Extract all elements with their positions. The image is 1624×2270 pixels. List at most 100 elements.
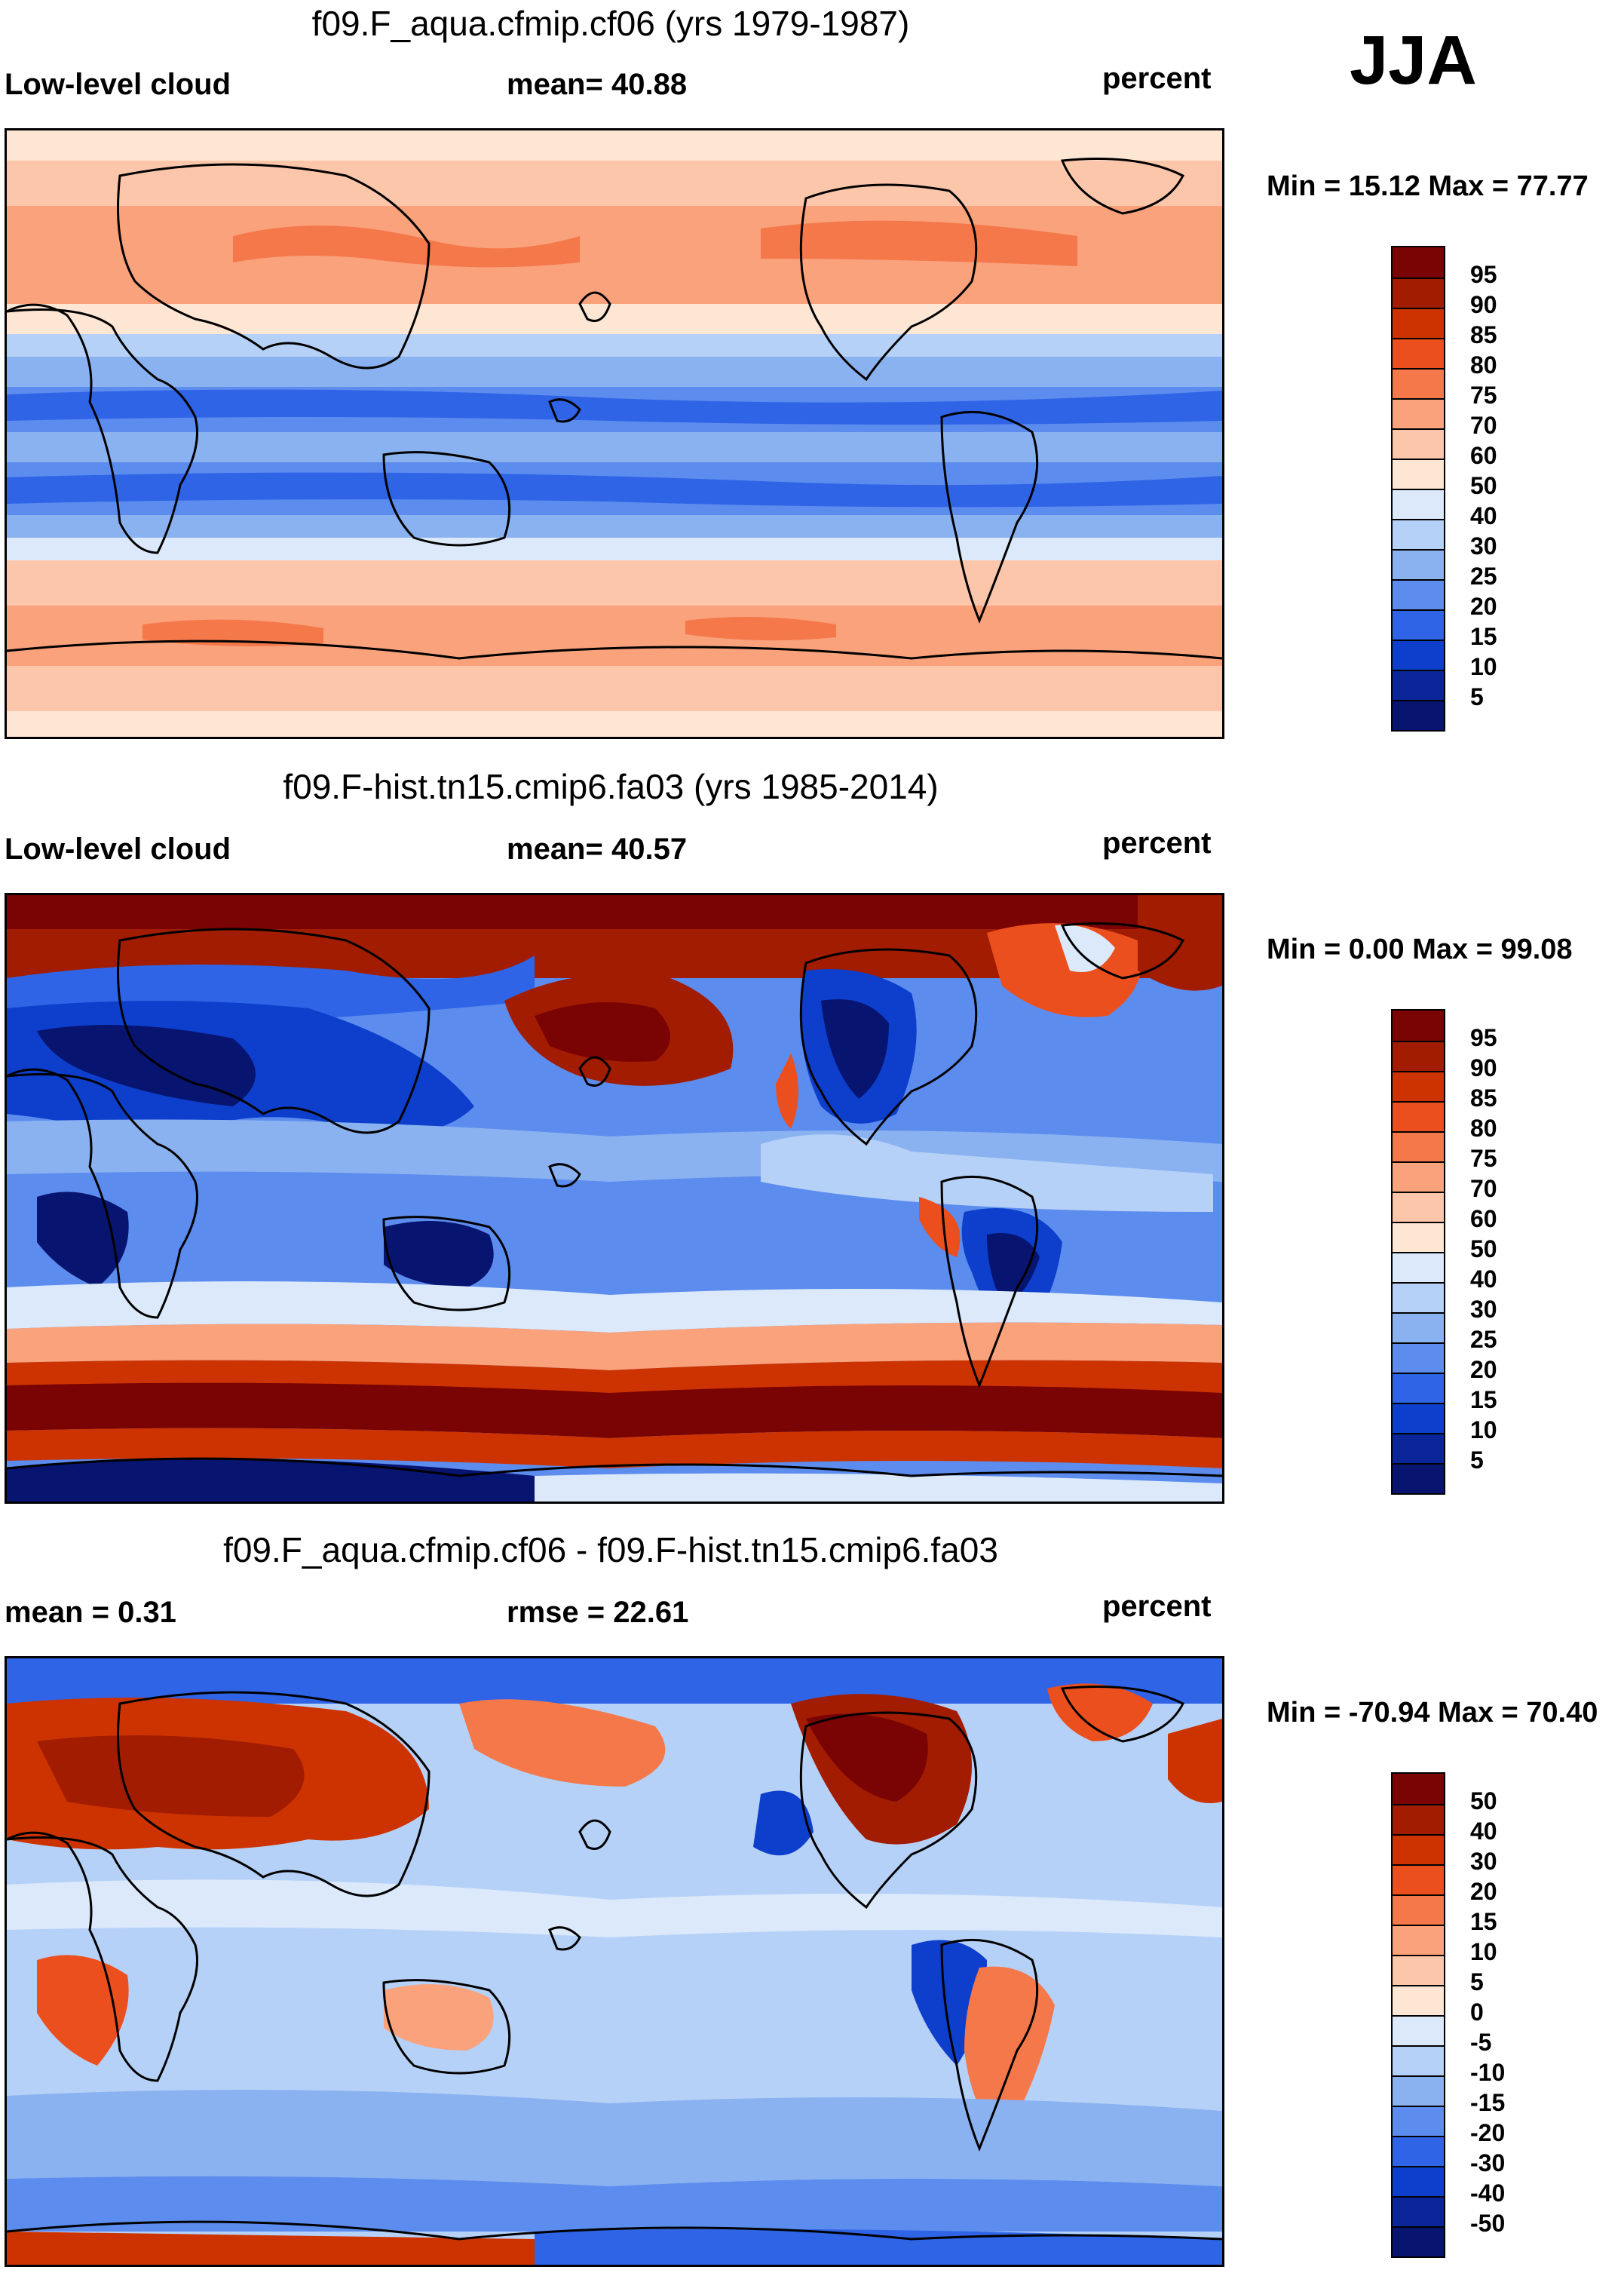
panel3-feature xyxy=(37,1955,129,2066)
colorbar-swatch xyxy=(1393,670,1444,700)
colorbar-level-label: 20 xyxy=(1470,1356,1497,1383)
panel1-band xyxy=(7,304,1222,334)
panel2-coastlines xyxy=(7,922,1222,1477)
panel1-feature xyxy=(233,225,580,268)
panel1-colorbar-box xyxy=(1391,246,1445,732)
colorbar-swatch xyxy=(1393,1864,1444,1894)
panel1-band xyxy=(7,666,1222,711)
colorbar-swatch xyxy=(1393,1252,1444,1282)
colorbar-level-label: 95 xyxy=(1470,261,1497,288)
colorbar-level-label: -30 xyxy=(1470,2149,1506,2176)
colorbar-swatch xyxy=(1393,1312,1444,1342)
panel3-feature xyxy=(7,2176,1222,2232)
colorbar-level-label: -40 xyxy=(1470,2180,1506,2207)
colorbar-swatch xyxy=(1393,308,1444,338)
panel1-variable-label: Low-level cloud xyxy=(5,68,231,101)
colorbar-level-label: 30 xyxy=(1470,1296,1497,1323)
colorbar-level-label: 40 xyxy=(1470,1265,1497,1293)
panel2-feature xyxy=(7,1281,1222,1333)
colorbar-swatch xyxy=(1393,1282,1444,1312)
panel2-feature xyxy=(384,1221,494,1287)
panel1-colorbar xyxy=(1391,246,1445,732)
colorbar-level-label: 20 xyxy=(1470,1878,1497,1905)
colorbar-level-label: 40 xyxy=(1470,1818,1497,1845)
panel3-map xyxy=(5,1656,1224,2267)
colorbar-swatch xyxy=(1393,1433,1444,1463)
colorbar-swatch xyxy=(1393,1955,1444,1985)
colorbar-level-label: 10 xyxy=(1470,1416,1497,1443)
colorbar-level-label: 5 xyxy=(1470,683,1484,710)
colorbar-swatch xyxy=(1393,1774,1444,1804)
colorbar-level-label: 0 xyxy=(1470,1999,1484,2026)
colorbar-swatch xyxy=(1393,1894,1444,1925)
panel1-feature xyxy=(142,619,323,646)
panel2-colorbar-box xyxy=(1391,1009,1445,1495)
panel3-feature xyxy=(37,1735,305,1817)
panel3-coastlines xyxy=(7,1686,1222,2241)
panel2-feature xyxy=(7,1322,1222,1370)
colorbar-level-label: -50 xyxy=(1470,2210,1506,2237)
colorbar-level-label: 30 xyxy=(1470,1848,1497,1875)
panel3-feature xyxy=(459,1699,666,1787)
panel1-coastlines xyxy=(7,158,1222,660)
colorbar-swatch xyxy=(1393,1834,1444,1864)
colorbar-level-label: 90 xyxy=(1470,1054,1497,1081)
colorbar-level-label: 75 xyxy=(1470,382,1497,409)
colorbar-swatch xyxy=(1393,2045,1444,2075)
colorbar-swatch xyxy=(1393,1342,1444,1373)
colorbar-level-label: 10 xyxy=(1470,653,1497,680)
panel2-map xyxy=(5,893,1224,1504)
panel1-mean-label: mean= 40.88 xyxy=(507,68,688,101)
panel2-feature xyxy=(1055,925,1115,972)
colorbar-swatch xyxy=(1393,2226,1444,2256)
panel2-title: f09.F-hist.tn15.cmip6.fa03 (yrs 1985-201… xyxy=(283,767,939,806)
panel1-map xyxy=(5,128,1224,739)
panel1-band xyxy=(7,538,1222,560)
panel1-units-label: percent xyxy=(1102,62,1212,95)
colorbar-level-label: 25 xyxy=(1470,1326,1497,1353)
panel2-units-label: percent xyxy=(1102,827,1212,860)
panel3-minmax: Min = -70.94 Max = 70.40 xyxy=(1267,1697,1598,1729)
panel1-feature xyxy=(7,472,1222,508)
panel1-band xyxy=(7,711,1222,737)
panel3-mean-label: mean = 0.31 xyxy=(5,1596,176,1629)
colorbar-swatch xyxy=(1393,1925,1444,1955)
colorbar-level-label: 60 xyxy=(1470,442,1497,469)
panel3-feature xyxy=(806,1713,928,1802)
colorbar-swatch xyxy=(1393,428,1444,459)
colorbar-level-label: 60 xyxy=(1470,1205,1497,1232)
colorbar-level-label: 10 xyxy=(1470,1938,1497,1965)
panel3-feature xyxy=(7,2090,1222,2186)
colorbar-swatch xyxy=(1393,2075,1444,2106)
colorbar-swatch xyxy=(1393,2196,1444,2226)
panel1-band xyxy=(7,357,1222,387)
panel3-colorbar-box xyxy=(1391,1772,1445,2258)
colorbar-swatch xyxy=(1393,1131,1444,1161)
colorbar-swatch xyxy=(1393,700,1444,730)
panel1-band xyxy=(7,560,1222,606)
panel3-feature xyxy=(7,2232,535,2265)
panel3-units-label: percent xyxy=(1102,1590,1212,1623)
colorbar-swatch xyxy=(1393,398,1444,428)
colorbar-level-label: -15 xyxy=(1470,2089,1506,2116)
panel3-feature xyxy=(964,1966,1055,2141)
colorbar-level-label: 25 xyxy=(1470,563,1497,590)
panel2-feature xyxy=(37,1192,129,1287)
colorbar-swatch xyxy=(1393,1403,1444,1433)
panel1-band xyxy=(7,161,1222,206)
panel2-feature xyxy=(535,1473,1222,1502)
panel3-feature xyxy=(1168,1719,1222,1803)
colorbar-swatch xyxy=(1393,1804,1444,1834)
panel2-variable-label: Low-level cloud xyxy=(5,833,231,866)
colorbar-level-label: 80 xyxy=(1470,351,1497,379)
panel1-title: f09.F_aqua.cfmip.cf06 (yrs 1979-1987) xyxy=(311,4,910,43)
colorbar-swatch xyxy=(1393,2136,1444,2166)
colorbar-swatch xyxy=(1393,338,1444,368)
colorbar-swatch xyxy=(1393,1222,1444,1252)
colorbar-level-label: 15 xyxy=(1470,1908,1497,1935)
colorbar-swatch xyxy=(1393,1373,1444,1403)
colorbar-swatch xyxy=(1393,640,1444,670)
colorbar-level-label: 80 xyxy=(1470,1115,1497,1142)
colorbar-swatch xyxy=(1393,1161,1444,1192)
colorbar-level-label: 50 xyxy=(1470,1235,1497,1262)
